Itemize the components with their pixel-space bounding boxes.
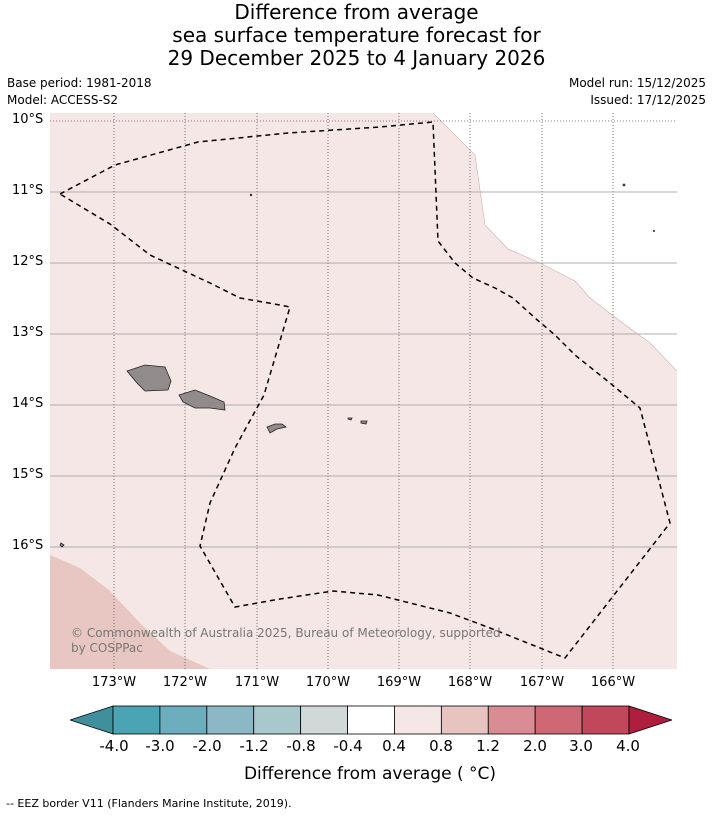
island-tau xyxy=(360,420,368,425)
island-rose-atoll xyxy=(249,193,253,197)
colorbar-label: 4.0 xyxy=(616,737,640,755)
lon-label-167w: 167°W xyxy=(519,675,565,690)
eez-border-samoa xyxy=(58,121,671,659)
lon-label-166w: 166°W xyxy=(590,675,636,690)
colorbar-label: 2.0 xyxy=(523,737,547,755)
lat-label-12s: 12°S xyxy=(12,254,44,269)
copyright-notice: © Commonwealth of Australia 2025, Bureau… xyxy=(71,626,501,655)
colorbar-extend-low xyxy=(70,705,114,735)
lat-label-10s: 10°S xyxy=(12,112,44,127)
base-period: Base period: 1981-2018 xyxy=(7,76,152,90)
colorbar-label: -0.8 xyxy=(286,737,316,755)
colorbar-label: -0.4 xyxy=(333,737,363,755)
island-ofu xyxy=(347,417,353,421)
model-name: Model: ACCESS-S2 xyxy=(7,93,119,107)
island-islet-east xyxy=(653,230,656,233)
colorbar-segment xyxy=(206,705,255,735)
colorbar-segment xyxy=(253,705,302,735)
colorbar-label: 0.4 xyxy=(382,737,406,755)
colorbar-extend-high xyxy=(628,705,672,735)
colorbar-label: -3.0 xyxy=(145,737,175,755)
colorbar-label: -2.0 xyxy=(192,737,222,755)
title-line-2: sea surface temperature forecast for xyxy=(172,23,541,47)
sst-anomaly-map xyxy=(50,113,677,669)
colorbar-segment xyxy=(159,705,208,735)
colorbar-title: Difference from average ( °C) xyxy=(243,764,497,784)
title-line-1: Difference from average xyxy=(234,0,479,24)
issued-date: Issued: 17/12/2025 xyxy=(590,93,706,107)
island-upolu xyxy=(178,389,226,411)
lat-label-11s: 11°S xyxy=(12,183,44,198)
colorbar-label: 0.8 xyxy=(429,737,453,755)
lon-label-170w: 170°W xyxy=(305,675,351,690)
model-run: Model run: 15/12/2025 xyxy=(568,76,706,90)
anomaly-fill-0p8-1p2 xyxy=(50,555,210,669)
colorbar-segment xyxy=(581,705,630,735)
lat-label-15s: 15°S xyxy=(12,467,44,482)
lon-label-171w: 171°W xyxy=(234,675,280,690)
colorbar-label: 3.0 xyxy=(569,737,593,755)
colorbar-label: 1.2 xyxy=(476,737,500,755)
lon-label-168w: 168°W xyxy=(447,675,493,690)
lat-label-13s: 13°S xyxy=(12,325,44,340)
land-samoa xyxy=(59,183,656,548)
lon-label-169w: 169°W xyxy=(376,675,422,690)
colorbar-segment xyxy=(534,705,583,735)
lon-label-173w: 173°W xyxy=(91,675,137,690)
anomaly-fill-0p4-0p8 xyxy=(50,113,677,669)
colorbar-segment xyxy=(347,705,395,735)
colorbar-label: -4.0 xyxy=(99,737,129,755)
eez-legend: -- EEZ border V11 (Flanders Marine Insti… xyxy=(6,797,292,810)
anomaly-contour-edge xyxy=(432,113,677,372)
colorbar-segment xyxy=(487,705,536,735)
lat-label-14s: 14°S xyxy=(12,396,44,411)
lon-label-172w: 172°W xyxy=(162,675,208,690)
colorbar-segment xyxy=(300,705,348,735)
latitude-gridlines xyxy=(50,120,677,548)
island-savaii xyxy=(126,364,172,392)
island-wallis xyxy=(59,542,65,548)
colorbar-segment xyxy=(112,705,161,735)
lat-label-16s: 16°S xyxy=(12,538,44,553)
island-swains xyxy=(622,183,626,187)
colorbar-segment xyxy=(394,705,442,735)
colorbar-segments xyxy=(70,705,672,735)
colorbar-segment xyxy=(440,705,489,735)
colorbar xyxy=(70,705,672,735)
title-line-3: 29 December 2025 to 4 January 2026 xyxy=(167,46,546,70)
colorbar-label: -1.2 xyxy=(239,737,269,755)
island-tutuila xyxy=(266,423,287,434)
